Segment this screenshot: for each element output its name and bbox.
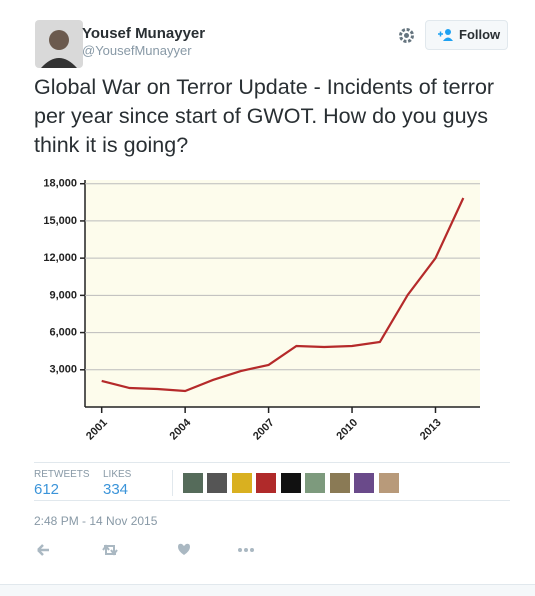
y-tick-label: 6,000 — [49, 326, 77, 338]
stat-label: LIKES — [103, 469, 132, 480]
liker-avatars[interactable] — [183, 472, 403, 494]
reply-icon[interactable] — [37, 544, 49, 556]
stat-label: RETWEETS — [34, 469, 90, 480]
stat-value[interactable]: 334 — [103, 481, 129, 498]
y-tick-label: 3,000 — [49, 364, 77, 376]
user-handle[interactable]: @YousefMunayyer — [82, 43, 192, 58]
divider — [172, 470, 173, 496]
avatar[interactable] — [35, 20, 83, 68]
stat-value[interactable]: 612 — [34, 481, 60, 498]
follow-icon — [438, 29, 453, 41]
divider — [34, 500, 510, 501]
y-tick-label: 15,000 — [43, 215, 77, 227]
data-line — [101, 197, 465, 393]
y-tick-label: 18,000 — [43, 178, 77, 190]
more-icon[interactable] — [238, 548, 254, 552]
footer-strip — [0, 584, 535, 596]
retweet-icon[interactable] — [102, 544, 118, 556]
like-icon[interactable] — [178, 543, 190, 555]
settings-icon[interactable] — [398, 27, 415, 44]
y-tick-label: 9,000 — [49, 289, 77, 301]
follow-button[interactable]: Follow — [425, 20, 508, 50]
timestamp[interactable]: 2:48 PM - 14 Nov 2015 — [34, 514, 158, 528]
tweet-text: Global War on Terror Update - Incidents … — [34, 75, 495, 157]
user-name[interactable]: Yousef Munayyer — [82, 25, 206, 42]
action-bar — [37, 543, 254, 556]
divider — [34, 462, 510, 463]
y-tick-label: 12,000 — [43, 252, 77, 264]
plot-area — [85, 180, 480, 407]
